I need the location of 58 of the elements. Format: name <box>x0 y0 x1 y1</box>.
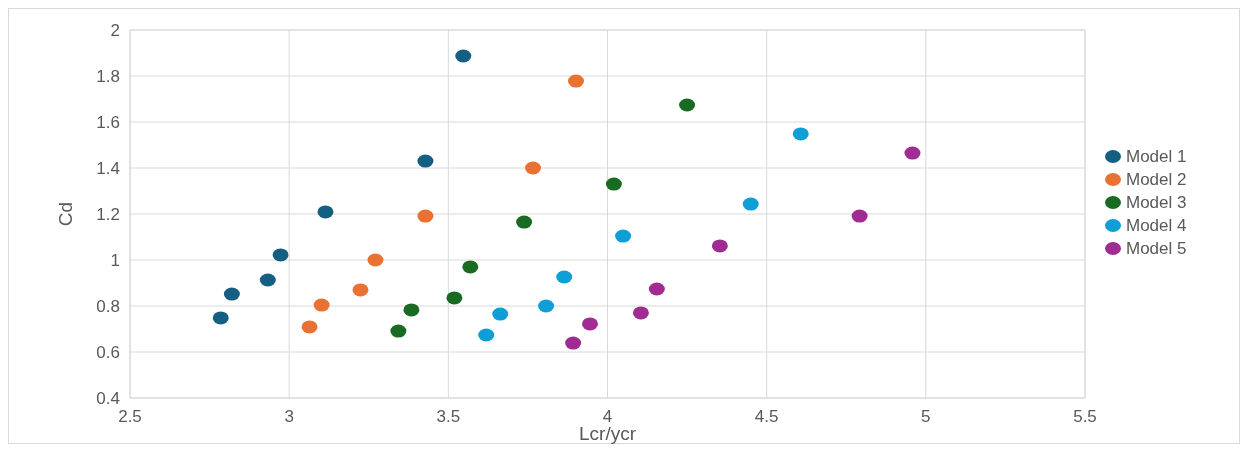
point <box>455 49 472 63</box>
x-tick-label: 5 <box>921 407 931 426</box>
y-tick-label: 1.2 <box>96 204 120 224</box>
point <box>352 283 369 297</box>
point <box>478 328 495 342</box>
point <box>446 291 463 305</box>
x-tick-label: 3.5 <box>436 407 461 426</box>
x-tick-label: 2.5 <box>118 407 142 426</box>
y-tick-label: 0.6 <box>96 342 120 362</box>
legend-label: Model 5 <box>1126 239 1187 259</box>
point <box>417 209 434 223</box>
y-tick-label: 1.4 <box>96 158 120 178</box>
point <box>417 154 434 168</box>
point <box>516 215 533 229</box>
y-tick-label: 1.6 <box>96 112 120 132</box>
y-tick-label: 1 <box>110 250 120 270</box>
point <box>313 298 330 312</box>
y-tick-label: 0.4 <box>96 388 120 408</box>
x-tick-label: 4.5 <box>754 407 779 426</box>
point <box>556 270 573 284</box>
y-tick-label: 0.8 <box>96 296 120 316</box>
point <box>223 287 240 301</box>
point <box>851 209 868 223</box>
x-axis-title: Lcr/ycr <box>579 423 637 444</box>
point <box>632 306 649 320</box>
legend-label: Model 3 <box>1126 193 1187 213</box>
point <box>492 307 509 321</box>
legend-label: Model 4 <box>1126 216 1187 236</box>
y-tick-label: 1.8 <box>96 66 120 86</box>
point <box>462 260 479 274</box>
point <box>742 197 759 211</box>
point <box>581 317 598 331</box>
y-axis-title: Cd <box>55 201 76 227</box>
point <box>792 127 809 141</box>
point <box>605 177 622 191</box>
point <box>904 146 921 160</box>
point <box>567 74 584 88</box>
point <box>648 282 665 296</box>
legend-label: Model 1 <box>1126 147 1187 167</box>
point <box>272 248 289 262</box>
x-tick-label: 3 <box>284 407 294 426</box>
point <box>615 229 632 243</box>
point <box>679 98 696 112</box>
point <box>403 303 420 317</box>
point <box>317 205 334 219</box>
point <box>538 299 555 313</box>
point <box>301 320 318 334</box>
point <box>525 161 542 175</box>
x-tick-label: 5.5 <box>1073 407 1097 426</box>
point <box>565 336 582 350</box>
x-tick-label: 4 <box>602 407 613 426</box>
legend-label: Model 2 <box>1126 170 1187 190</box>
point <box>390 324 407 338</box>
point <box>259 273 276 287</box>
y-tick-label: 2 <box>110 20 120 40</box>
point <box>212 311 229 325</box>
point <box>367 253 384 267</box>
point <box>711 239 728 253</box>
